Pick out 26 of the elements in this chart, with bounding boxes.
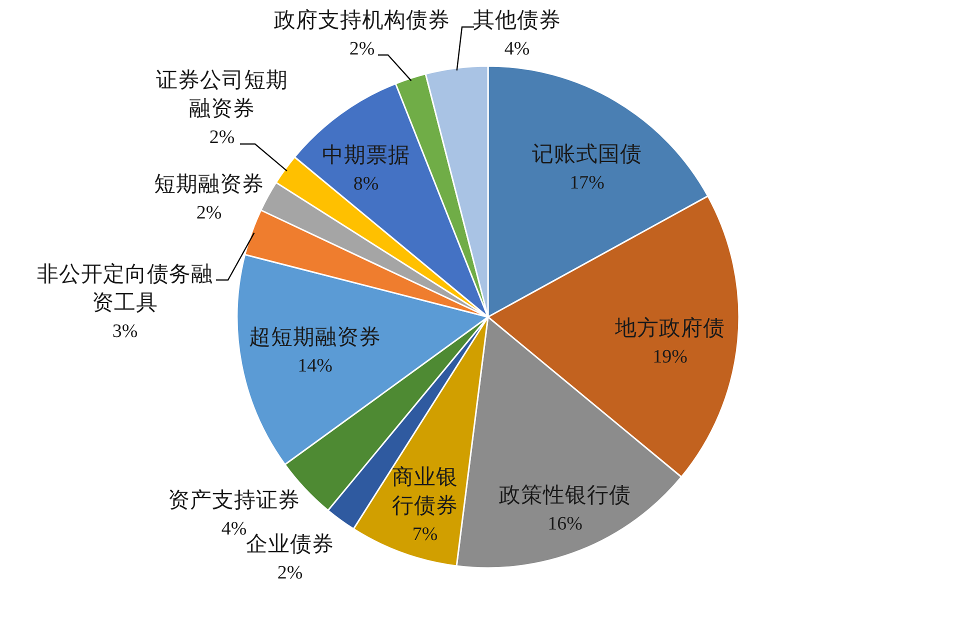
slice-label: 企业债券 (246, 532, 334, 556)
data-label: 3% (112, 320, 138, 342)
slice-label: 地方政府债 (614, 316, 725, 340)
slice-label: 资产支持证券 (168, 488, 300, 512)
slice-label: 超短期融资券 (249, 325, 381, 349)
slice-label: 其他债券 (473, 8, 561, 32)
slice-label: 政府支持机构债券 (274, 8, 450, 32)
slice-label: 非公开定向债务融资工具 (37, 262, 213, 314)
slice-label: 短期融资券 (154, 172, 264, 196)
slice-label: 政策性银行债 (499, 483, 631, 507)
data-label: 16% (548, 513, 583, 534)
data-label: 17% (570, 172, 605, 193)
data-label: 2% (349, 38, 375, 59)
data-label: 2% (277, 562, 303, 583)
data-label: 7% (412, 524, 438, 544)
data-label: 4% (221, 518, 247, 539)
slice-label: 记账式国债 (532, 142, 642, 166)
slice-label: 商业银行债券 (392, 465, 458, 518)
data-label: 19% (652, 346, 688, 367)
data-label: 2% (209, 126, 235, 148)
data-label: 14% (298, 355, 333, 376)
data-label: 4% (504, 38, 530, 59)
slice-label: 证券公司短期融资券 (156, 68, 288, 120)
data-label: 8% (353, 173, 379, 194)
data-label: 2% (196, 202, 222, 223)
slice-label: 中期票据 (322, 143, 410, 167)
